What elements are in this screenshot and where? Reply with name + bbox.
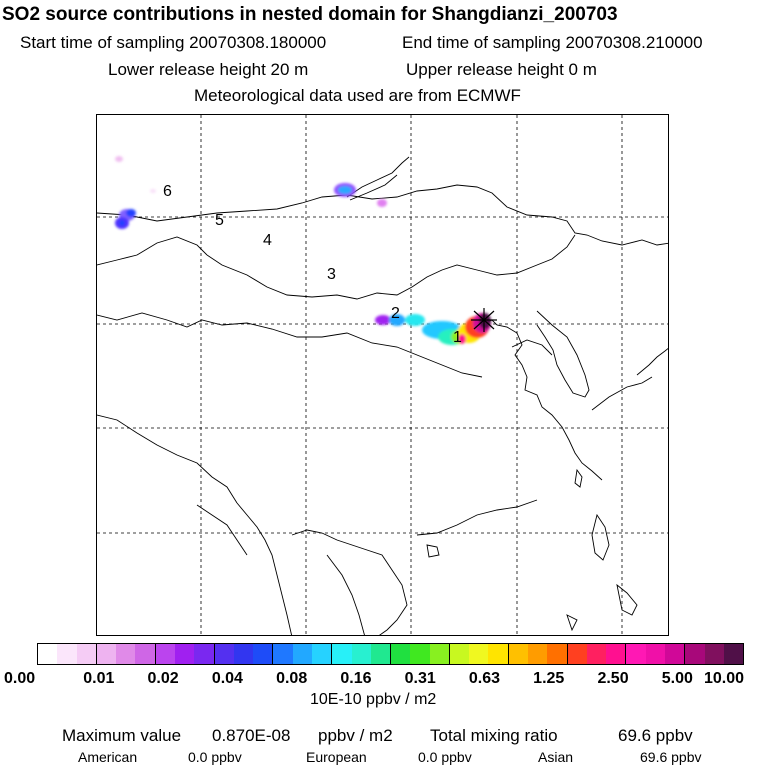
colorbar-segment — [507, 644, 529, 664]
colorbar-tick-label: 0.31 — [404, 670, 436, 687]
end-time: End time of sampling 20070308.210000 — [402, 33, 703, 52]
colorbar-segment — [57, 644, 77, 664]
colorbar-segment — [370, 644, 391, 664]
colorbar-tick-label: 0.02 — [147, 670, 179, 687]
trajectory-label-4: 4 — [263, 232, 272, 249]
asian-value: 69.6 ppbv — [640, 749, 702, 765]
colorbar-segment — [253, 644, 273, 664]
map-svg — [97, 115, 668, 635]
colorbar-tick-label: 5.00 — [661, 670, 693, 687]
european-value: 0.0 ppbv — [418, 749, 472, 765]
colorbar-segment — [331, 644, 352, 664]
colorbar-segment — [154, 644, 175, 664]
station-marker — [471, 308, 497, 332]
colorbar-tick-label: 0.01 — [83, 670, 115, 687]
trajectory-label-2: 2 — [391, 305, 400, 322]
colorbar-segment — [469, 644, 489, 664]
colorbar-segment — [665, 644, 685, 664]
american-value: 0.0 ppbv — [188, 749, 242, 765]
colorbar-tick-label: 0.08 — [276, 670, 308, 687]
colorbar-tick-label: 0.16 — [340, 670, 372, 687]
page-title: SO2 source contributions in nested domai… — [2, 4, 618, 25]
colorbar-segment — [272, 644, 293, 664]
upper-release-height: Upper release height 0 m — [406, 60, 597, 79]
met-data-source: Meteorological data used are from ECMWF — [194, 86, 521, 105]
colorbar-tick-label: 1.25 — [533, 670, 565, 687]
lower-release-height: Lower release height 20 m — [108, 60, 309, 79]
colorbar-segment — [311, 644, 332, 664]
trajectory-label-1: 1 — [453, 329, 462, 346]
colorbar-segment — [213, 644, 234, 664]
colorbar-segment — [410, 644, 430, 664]
colorbar-segment — [194, 644, 214, 664]
colorbar-segment — [351, 644, 371, 664]
map-panel: 6 5 4 3 2 1 — [96, 114, 669, 636]
colorbar-segment — [625, 644, 646, 664]
american-label: American — [78, 749, 138, 765]
colorbar-tick-label: 2.50 — [597, 670, 629, 687]
colorbar-segment — [448, 644, 470, 664]
colorbar-units: 10E-10 ppbv / m2 — [310, 691, 437, 708]
colorbar-segment — [174, 644, 195, 664]
trajectory-label-6: 6 — [163, 183, 172, 200]
max-value-label: Maximum value — [62, 726, 182, 745]
start-time: Start time of sampling 20070308.180000 — [20, 33, 327, 52]
colorbar-segment — [135, 644, 155, 664]
total-mixing-ratio-value: 69.6 ppbv — [618, 726, 693, 745]
colorbar-segment — [76, 644, 96, 664]
colorbar-segment — [488, 644, 508, 664]
european-label: European — [306, 749, 367, 765]
so2-plume — [115, 156, 491, 345]
colorbar-segment — [645, 644, 665, 664]
colorbar-tick-label: 0.04 — [211, 670, 243, 687]
colorbar-segment — [390, 644, 411, 664]
colorbar-segment — [586, 644, 607, 664]
max-value: 0.870E-08 — [212, 726, 291, 745]
colorbar-segment — [292, 644, 312, 664]
colorbar-segment — [116, 644, 136, 664]
total-mixing-ratio-label: Total mixing ratio — [430, 726, 558, 745]
colorbar-tick-label: 0.00 — [4, 670, 36, 687]
colorbar-segment — [38, 644, 58, 664]
colorbar-segment — [233, 644, 254, 664]
colorbar-segment — [606, 644, 626, 664]
max-value-unit: ppbv / m2 — [318, 726, 393, 745]
colorbar-segment — [528, 644, 548, 664]
colorbar-tick-label: 0.63 — [468, 670, 501, 687]
colorbar — [37, 643, 744, 665]
trajectory-label-5: 5 — [215, 212, 224, 229]
colorbar-segment — [704, 644, 724, 664]
colorbar-segment — [566, 644, 587, 664]
colorbar-segment — [95, 644, 117, 664]
colorbar-segment — [723, 644, 744, 664]
map-borders — [97, 156, 668, 635]
trajectory-label-3: 3 — [327, 266, 336, 283]
map-grid — [97, 115, 668, 635]
colorbar-tick-label: 10.00 — [704, 670, 745, 687]
colorbar-segment — [684, 644, 705, 664]
colorbar-segment — [547, 644, 567, 664]
asian-label: Asian — [538, 749, 574, 765]
colorbar-segment — [429, 644, 449, 664]
